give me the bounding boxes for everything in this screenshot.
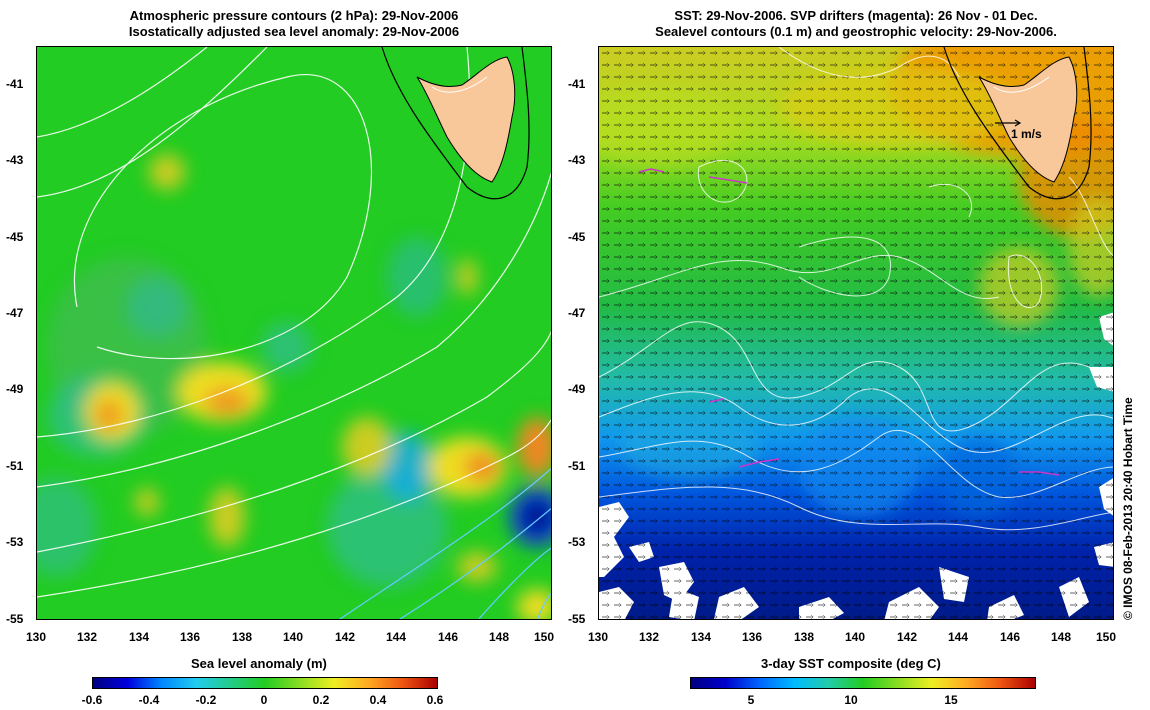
right-y-tick: -47 xyxy=(568,306,586,320)
left-colorbar-tick: 0.6 xyxy=(426,693,444,707)
right-panel-title: SST: 29-Nov-2006. SVP drifters (magenta)… xyxy=(598,8,1114,40)
right-x-tick: 150 xyxy=(1096,630,1117,644)
velocity-scale-label: 1 m/s xyxy=(1011,127,1042,141)
right-x-tick: 140 xyxy=(845,630,866,644)
left-y-tick: -51 xyxy=(6,459,24,473)
right-x-tick: 130 xyxy=(588,630,609,644)
left-x-tick: 136 xyxy=(180,630,201,644)
left-colorbar-label: Sea level anomaly (m) xyxy=(191,656,327,671)
right-title-line2: Sealevel contours (0.1 m) and geostrophi… xyxy=(655,24,1057,39)
sea-level-anomaly-plot xyxy=(37,47,551,619)
left-x-tick: 140 xyxy=(283,630,304,644)
sea-level-anomaly-map xyxy=(36,46,552,620)
right-x-tick: 138 xyxy=(794,630,815,644)
left-x-tick: 146 xyxy=(438,630,459,644)
left-colorbar-tick: -0.6 xyxy=(81,693,103,707)
right-y-tick: -51 xyxy=(568,459,586,473)
left-y-tick: -41 xyxy=(6,77,24,91)
left-y-tick: -55 xyxy=(6,612,24,626)
sst-map: 1 m/s xyxy=(598,46,1114,620)
right-colorbar-tick: 15 xyxy=(944,693,958,707)
right-colorbar-tick: 10 xyxy=(844,693,858,707)
left-x-tick: 132 xyxy=(77,630,98,644)
right-y-tick: -45 xyxy=(568,230,586,244)
right-title-line1: SST: 29-Nov-2006. SVP drifters (magenta)… xyxy=(674,8,1038,23)
left-x-tick: 144 xyxy=(386,630,407,644)
left-x-tick: 148 xyxy=(489,630,510,644)
right-x-tick: 144 xyxy=(948,630,969,644)
right-colorbar-tick: 5 xyxy=(747,693,755,707)
right-x-tick: 142 xyxy=(897,630,918,644)
left-y-tick: -49 xyxy=(6,382,24,396)
sea-level-colorbar xyxy=(92,677,438,689)
left-x-tick: 134 xyxy=(129,630,150,644)
right-colorbar-label: 3-day SST composite (deg C) xyxy=(761,656,941,671)
imos-credit: © IMOS 08-Feb-2013 20:40 Hobart Time xyxy=(1121,397,1135,620)
right-x-tick: 132 xyxy=(639,630,660,644)
right-y-tick: -41 xyxy=(568,77,586,91)
left-colorbar-tick: 0.4 xyxy=(369,693,387,707)
left-panel-title: Atmospheric pressure contours (2 hPa): 2… xyxy=(36,8,552,40)
left-y-tick: -43 xyxy=(6,153,24,167)
left-colorbar-tick: -0.4 xyxy=(138,693,160,707)
left-title-line2: Isostatically adjusted sea level anomaly… xyxy=(128,24,460,39)
left-y-tick: -47 xyxy=(6,306,24,320)
right-y-tick: -49 xyxy=(568,382,586,396)
left-colorbar-tick: 0 xyxy=(260,693,268,707)
left-x-tick: 138 xyxy=(232,630,253,644)
left-y-tick: -45 xyxy=(6,230,24,244)
left-colorbar-tick: 0.2 xyxy=(312,693,330,707)
right-y-tick: -53 xyxy=(568,535,586,549)
left-x-tick: 130 xyxy=(26,630,47,644)
right-x-tick: 148 xyxy=(1051,630,1072,644)
right-y-tick: -43 xyxy=(568,153,586,167)
left-y-tick: -53 xyxy=(6,535,24,549)
left-x-tick: 150 xyxy=(534,630,555,644)
right-x-tick: 134 xyxy=(691,630,712,644)
left-title-line1: Atmospheric pressure contours (2 hPa): 2… xyxy=(129,8,459,23)
left-colorbar-tick: -0.2 xyxy=(195,693,217,707)
left-x-tick: 142 xyxy=(335,630,356,644)
right-x-tick: 136 xyxy=(742,630,763,644)
sst-colorbar xyxy=(690,677,1036,689)
right-x-tick: 146 xyxy=(1000,630,1021,644)
right-y-tick: -55 xyxy=(568,612,586,626)
sst-plot xyxy=(599,47,1113,619)
